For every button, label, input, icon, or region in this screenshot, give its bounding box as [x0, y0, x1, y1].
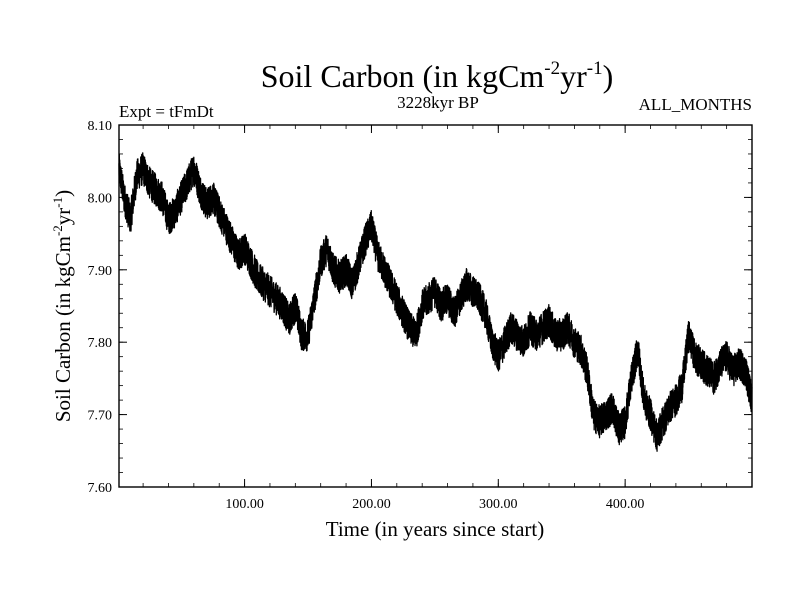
- y-axis-label: Soil Carbon (in kgCm-2yr-1): [50, 190, 75, 422]
- x-tick-label: 300.00: [479, 497, 518, 512]
- y-tick-label: 8.00: [88, 191, 113, 206]
- series-line-soil-carbon: [118, 152, 753, 452]
- axis-ticks: [119, 124, 752, 488]
- y-tick-label: 7.60: [88, 481, 113, 496]
- x-tick-label: 400.00: [606, 497, 645, 512]
- title-superscript-2: -1: [587, 58, 603, 79]
- axis-tick-labels: 7.60 7.70 7.80 7.90 8.00 8.10 100.00 200.00 300.…: [88, 119, 645, 512]
- ylabel-superscript-2: -1: [50, 197, 65, 208]
- x-tick-label: 200.00: [352, 497, 391, 512]
- period-label: 3228kyr BP: [397, 93, 479, 112]
- months-label: ALL_MONTHS: [639, 95, 752, 114]
- ylabel-superscript-1: -2: [50, 225, 65, 236]
- plot-frame: [118, 124, 753, 488]
- x-tick-label: 100.00: [225, 497, 264, 512]
- title-superscript-1: -2: [544, 58, 560, 79]
- y-tick-label: 7.90: [88, 264, 113, 279]
- chart-title: Soil Carbon (in kgCm-2yr-1): [261, 58, 614, 94]
- y-tick-label: 7.80: [88, 336, 113, 351]
- x-axis-label: Time (in years since start): [326, 517, 545, 541]
- y-tick-label: 7.70: [88, 409, 113, 424]
- y-tick-label: 8.10: [88, 119, 113, 134]
- experiment-label: Expt = tFmDt: [119, 102, 214, 121]
